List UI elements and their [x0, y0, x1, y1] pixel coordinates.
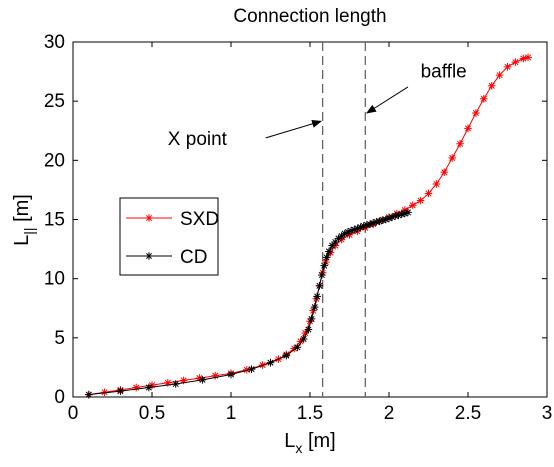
x-point-annotation-arrow — [265, 120, 323, 139]
baffle-annotation-label: baffle — [421, 62, 467, 83]
y-tick-label: 15 — [44, 210, 65, 231]
y-tick-label: 5 — [54, 328, 65, 349]
data-point-cd — [353, 224, 362, 233]
data-point-cd — [293, 343, 302, 352]
series-layer — [85, 53, 532, 399]
data-point-sxd — [524, 53, 532, 62]
data-point-sxd — [424, 189, 433, 198]
reference-lines — [321, 42, 366, 397]
data-point-cd — [310, 303, 319, 311]
y-axis: 0 5 10 15 20 25 30 — [44, 32, 547, 408]
x-tick-label: 1.5 — [297, 403, 323, 424]
data-point-sxd — [487, 81, 496, 90]
data-point-cd — [313, 292, 321, 301]
x-axis-label-unit: [m] — [302, 430, 335, 452]
data-point-cd — [227, 370, 235, 379]
y-axis-label-main: L — [11, 235, 33, 246]
x-axis: 0 0.5 1 1.5 2 2.5 3 — [68, 42, 553, 424]
y-axis-label: L|| [m] — [11, 194, 37, 246]
data-point-cd — [388, 213, 396, 221]
x-tick-label: 1 — [226, 403, 237, 424]
x-tick-label: 0.5 — [139, 403, 165, 424]
data-point-cd — [247, 365, 256, 373]
data-point-sxd — [440, 168, 449, 176]
data-point-sxd — [464, 124, 472, 133]
data-point-sxd — [448, 154, 456, 162]
data-point-cd — [320, 261, 329, 270]
x-tick-label: 2.5 — [455, 403, 481, 424]
x-tick-label: 2 — [384, 403, 395, 424]
data-point-cd — [325, 247, 333, 256]
x-axis-label: Lx [m] — [284, 430, 335, 456]
data-point-cd — [304, 325, 313, 334]
data-point-sxd — [519, 54, 528, 63]
data-point-cd — [318, 271, 326, 279]
data-point-sxd — [495, 71, 504, 79]
data-point-cd — [85, 390, 93, 399]
data-point-cd — [198, 376, 207, 384]
y-axis-label-sub: || — [21, 227, 37, 234]
y-tick-label: 20 — [44, 150, 65, 171]
data-point-sxd — [456, 139, 464, 148]
legend-label-sxd: SXD — [180, 209, 219, 230]
data-point-cd — [266, 358, 275, 367]
legend-label-cd: CD — [180, 247, 207, 268]
data-point-cd — [322, 253, 331, 262]
annotation-layer: X point baffle — [168, 62, 467, 150]
x-axis-label-sub: x — [295, 440, 302, 456]
data-point-cd — [145, 383, 153, 392]
data-point-sxd — [416, 196, 425, 205]
data-point-cd — [282, 351, 291, 360]
chart-title: Connection length — [233, 6, 386, 27]
legend-entries: SXD CD — [126, 209, 219, 268]
legend-box — [119, 197, 219, 276]
data-point-cd — [171, 380, 180, 388]
x-tick-label: 0 — [68, 403, 79, 424]
legend: SXD CD — [119, 197, 219, 276]
x-tick-label: 3 — [542, 403, 553, 424]
data-point-cd — [116, 387, 125, 395]
data-point-cd — [299, 335, 308, 343]
y-tick-label: 0 — [54, 387, 65, 408]
data-point-sxd — [472, 109, 480, 117]
x-axis-label-main: L — [284, 430, 295, 452]
legend-marker-cd — [145, 252, 153, 260]
data-point-sxd — [503, 63, 512, 71]
data-point-cd — [315, 281, 324, 290]
y-axis-label-unit: [m] — [11, 194, 33, 227]
data-point-cd — [307, 315, 316, 323]
data-point-sxd — [480, 95, 488, 103]
legend-marker-sxd — [145, 214, 153, 222]
series-markers-cd — [85, 208, 412, 399]
data-point-sxd — [132, 383, 140, 392]
y-tick-label: 10 — [44, 269, 65, 290]
y-tick-label: 25 — [44, 91, 65, 112]
baffle-annotation-arrow — [366, 86, 409, 114]
x-point-annotation-label: X point — [168, 129, 228, 150]
data-point-sxd — [408, 201, 417, 210]
data-point-sxd — [511, 58, 520, 66]
y-tick-label: 30 — [44, 32, 65, 53]
data-point-sxd — [432, 180, 441, 188]
data-point-cd — [404, 208, 412, 217]
